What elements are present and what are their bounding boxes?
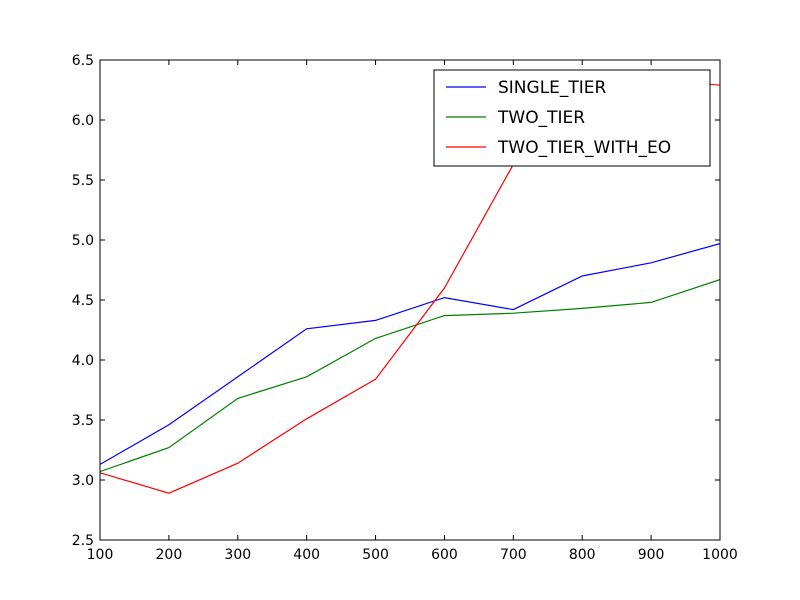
series-line-1 [100, 279, 720, 473]
x-tick-label: 200 [156, 547, 183, 563]
y-tick-label: 6.0 [72, 113, 94, 129]
series-line-0 [100, 243, 720, 465]
x-tick-label: 1000 [702, 547, 738, 563]
legend-label-1: TWO_TIER [497, 108, 585, 128]
x-tick-label: 100 [87, 547, 114, 563]
ticks-layer: 100 200 300 400 500 600 700 800 900 1000 2.5 3.0 3.5… [72, 53, 738, 563]
y-tick-label: 4.0 [72, 353, 94, 369]
x-tick-label: 400 [293, 547, 320, 563]
legend-label-2: TWO_TIER_WITH_EO [497, 138, 671, 158]
x-tick-label: 900 [638, 547, 665, 563]
x-tick-label: 700 [500, 547, 527, 563]
x-tick-label: 500 [362, 547, 389, 563]
y-tick-label: 3.5 [72, 413, 94, 429]
y-tick-label: 4.5 [72, 293, 94, 309]
x-tick-label: 600 [431, 547, 458, 563]
x-tick-label: 300 [224, 547, 251, 563]
legend: SINGLE_TIER TWO_TIER TWO_TIER_WITH_EO [433, 69, 711, 167]
y-tick-label: 5.0 [72, 233, 94, 249]
y-tick-label: 6.5 [72, 53, 94, 69]
legend-box [433, 69, 711, 167]
y-tick-label: 5.5 [72, 173, 94, 189]
legend-label-0: SINGLE_TIER [498, 78, 607, 98]
x-tick-label: 800 [569, 547, 596, 563]
y-tick-label: 3.0 [72, 473, 94, 489]
y-tick-label: 2.5 [72, 533, 94, 549]
